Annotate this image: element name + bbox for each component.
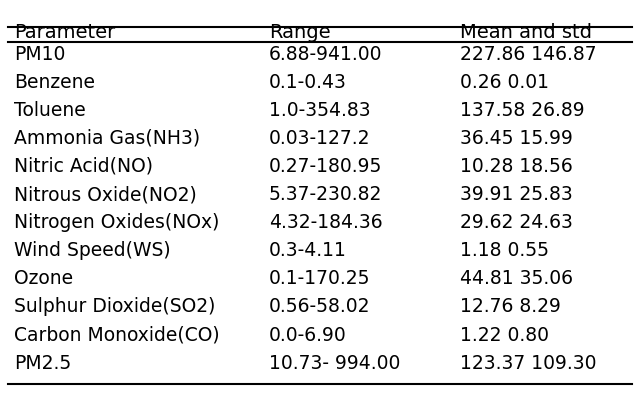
Text: PM10: PM10 [14,44,65,64]
Text: Mean and std: Mean and std [460,23,592,42]
Text: 0.3-4.11: 0.3-4.11 [269,241,347,260]
Text: 4.32-184.36: 4.32-184.36 [269,213,383,232]
Text: PM2.5: PM2.5 [14,354,72,373]
Text: 36.45 15.99: 36.45 15.99 [460,129,573,148]
Text: 10.28 18.56: 10.28 18.56 [460,157,573,176]
Text: 29.62 24.63: 29.62 24.63 [460,213,573,232]
Text: Sulphur Dioxide(SO2): Sulphur Dioxide(SO2) [14,298,216,316]
Text: 6.88-941.00: 6.88-941.00 [269,44,383,64]
Text: 227.86 146.87: 227.86 146.87 [460,44,597,64]
Text: 0.1-0.43: 0.1-0.43 [269,73,347,92]
Text: 123.37 109.30: 123.37 109.30 [460,354,596,373]
Text: 0.27-180.95: 0.27-180.95 [269,157,382,176]
Text: Benzene: Benzene [14,73,95,92]
Text: Nitrogen Oxides(NOx): Nitrogen Oxides(NOx) [14,213,220,232]
Text: Wind Speed(WS): Wind Speed(WS) [14,241,171,260]
Text: 0.03-127.2: 0.03-127.2 [269,129,371,148]
Text: 10.73- 994.00: 10.73- 994.00 [269,354,401,373]
Text: 1.22 0.80: 1.22 0.80 [460,325,549,345]
Text: Range: Range [269,23,331,42]
Text: 39.91 25.83: 39.91 25.83 [460,185,573,204]
Text: Nitric Acid(NO): Nitric Acid(NO) [14,157,153,176]
Text: 0.56-58.02: 0.56-58.02 [269,298,371,316]
Text: 1.18 0.55: 1.18 0.55 [460,241,549,260]
Text: Nitrous Oxide(NO2): Nitrous Oxide(NO2) [14,185,197,204]
Text: 5.37-230.82: 5.37-230.82 [269,185,382,204]
Text: 12.76 8.29: 12.76 8.29 [460,298,561,316]
Text: 0.26 0.01: 0.26 0.01 [460,73,549,92]
Text: 137.58 26.89: 137.58 26.89 [460,101,585,120]
Text: 1.0-354.83: 1.0-354.83 [269,101,371,120]
Text: Parameter: Parameter [14,23,115,42]
Text: 44.81 35.06: 44.81 35.06 [460,269,573,288]
Text: Carbon Monoxide(CO): Carbon Monoxide(CO) [14,325,220,345]
Text: 0.1-170.25: 0.1-170.25 [269,269,371,288]
Text: Toluene: Toluene [14,101,86,120]
Text: Ozone: Ozone [14,269,73,288]
Text: Ammonia Gas(NH3): Ammonia Gas(NH3) [14,129,200,148]
Text: 0.0-6.90: 0.0-6.90 [269,325,347,345]
